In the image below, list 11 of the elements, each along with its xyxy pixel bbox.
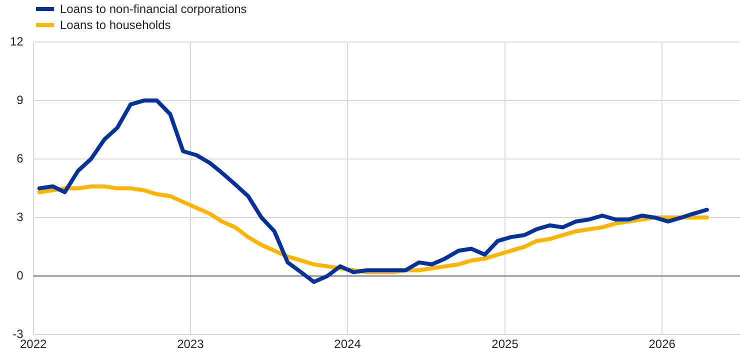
- y-tick-label: 0: [16, 268, 24, 282]
- x-tick-label: 2023: [177, 337, 204, 352]
- y-tick-label: 9: [16, 92, 24, 107]
- legend-label: Loans to households: [60, 18, 171, 32]
- y-tick-label: 12: [10, 34, 24, 48]
- y-tick-label: 6: [16, 151, 24, 166]
- x-tick-label: 2025: [492, 337, 519, 352]
- legend-label: Loans to non-financial corporations: [60, 2, 247, 16]
- y-tick-label: 3: [16, 210, 24, 224]
- x-tick-label: 2024: [334, 337, 362, 352]
- x-tick-label: 2026: [648, 337, 676, 352]
